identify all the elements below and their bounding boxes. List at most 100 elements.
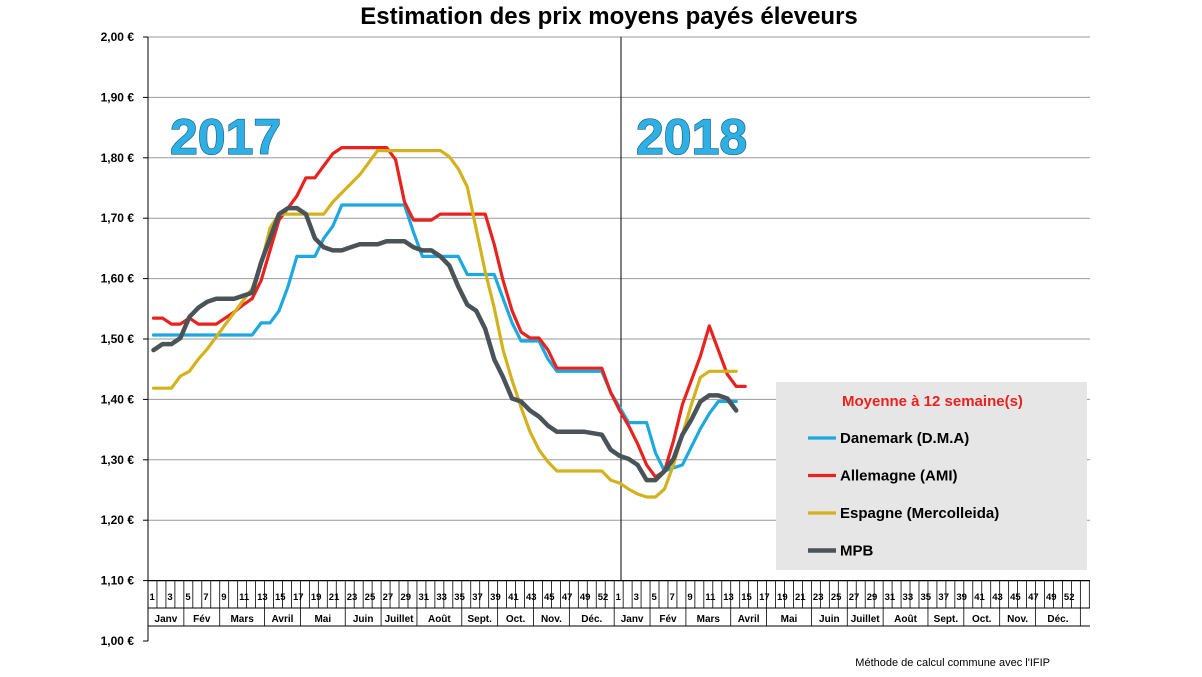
week-tick-label: 21	[795, 592, 806, 603]
y-tick-label: 1,50 €	[101, 332, 135, 346]
week-tick-label: 3	[167, 592, 172, 603]
month-label: Août	[894, 614, 917, 625]
month-label: Avril	[272, 614, 294, 625]
week-tick-label: 21	[329, 592, 340, 603]
month-label: Fév	[193, 614, 211, 625]
month-label: Juillet	[385, 614, 415, 625]
week-tick-label: 45	[1010, 592, 1021, 603]
week-tick-label: 27	[849, 592, 860, 603]
month-label: Fév	[659, 614, 677, 625]
legend-label: Espagne (Mercolleida)	[840, 505, 999, 522]
y-tick-label: 1,20 €	[101, 513, 135, 527]
series-line-3	[151, 149, 738, 499]
week-tick-label: 15	[741, 592, 752, 603]
year-label-2017: 2017	[170, 109, 281, 165]
week-tick-label: 37	[938, 592, 949, 603]
week-tick-label: 39	[956, 592, 967, 603]
month-label: Nov.	[541, 614, 562, 625]
week-tick-label: 37	[472, 592, 483, 603]
week-tick-label: 49	[1046, 592, 1057, 603]
week-tick-label: 9	[687, 592, 692, 603]
month-label: Déc.	[581, 614, 602, 625]
week-tick-label: 19	[311, 592, 322, 603]
month-label: Juin	[819, 614, 840, 625]
week-tick-label: 41	[508, 592, 519, 603]
y-tick-label: 1,60 €	[101, 272, 135, 286]
week-tick-label: 7	[669, 592, 674, 603]
week-tick-label: 49	[580, 592, 591, 603]
week-tick-label: 19	[777, 592, 788, 603]
week-tick-label: 1	[150, 592, 156, 603]
legend-title: Moyenne à 12 semaine(s)	[842, 393, 1023, 410]
legend-label: Danemark (D.M.A)	[840, 430, 969, 447]
legend-label: MPB	[840, 543, 874, 560]
month-label: Mars	[697, 614, 721, 625]
month-label: Mars	[230, 614, 254, 625]
week-tick-label: 13	[257, 592, 268, 603]
month-label: Mai	[781, 614, 798, 625]
month-label: Oct.	[972, 614, 992, 625]
week-tick-label: 33	[436, 592, 447, 603]
week-tick-label: 1	[616, 592, 622, 603]
week-tick-label: 7	[203, 592, 208, 603]
week-tick-label: 5	[185, 592, 191, 603]
week-tick-label: 31	[885, 592, 896, 603]
week-tick-label: 23	[813, 592, 824, 603]
week-tick-label: 3	[634, 592, 639, 603]
week-tick-label: 52	[598, 592, 609, 603]
week-tick-label: 25	[365, 592, 376, 603]
week-tick-label: 23	[347, 592, 358, 603]
y-axis-tick-labels: 2,00 € 1,90 € 1,80 € 1,70 € 1,60 € 1,50 € 1,40…	[101, 30, 135, 648]
y-tick-label: 1,80 €	[101, 151, 135, 165]
week-tick-label: 27	[383, 592, 394, 603]
month-label: Sept.	[467, 614, 492, 625]
week-tick-label: 13	[723, 592, 734, 603]
month-label: Nov.	[1007, 614, 1028, 625]
week-tick-label: 17	[759, 592, 770, 603]
week-tick-label: 15	[275, 592, 286, 603]
y-tick-label: 1,00 €	[101, 634, 135, 648]
week-tick-label: 47	[1028, 592, 1039, 603]
week-tick-label: 5	[652, 592, 658, 603]
week-tick-label: 25	[831, 592, 842, 603]
week-tick-label: 47	[562, 592, 573, 603]
week-tick-label: 35	[454, 592, 465, 603]
y-tick-label: 1,70 €	[101, 211, 135, 225]
series-lines	[151, 146, 747, 499]
y-tick-label: 1,40 €	[101, 392, 135, 406]
month-label: Janv	[155, 614, 178, 625]
week-tick-label: 41	[974, 592, 985, 603]
month-label: Oct.	[506, 614, 526, 625]
month-label: Janv	[621, 614, 644, 625]
week-tick-label: 11	[705, 592, 716, 603]
week-tick-label: 29	[867, 592, 878, 603]
y-tick-label: 1,90 €	[101, 90, 135, 104]
month-label: Août	[428, 614, 451, 625]
week-tick-label: 35	[920, 592, 931, 603]
month-label: Mai	[314, 614, 331, 625]
chart-title: Estimation des prix moyens payés éleveur…	[360, 3, 858, 30]
week-tick-label: 11	[239, 592, 250, 603]
week-tick-label: 43	[992, 592, 1003, 603]
month-label: Avril	[738, 614, 760, 625]
week-tick-label: 31	[418, 592, 429, 603]
month-label: Juillet	[851, 614, 881, 625]
week-tick-label: 43	[526, 592, 537, 603]
legend-entries: Danemark (D.M.A) Allemagne (AMI) Espagne (…	[808, 430, 999, 560]
year-label-2018: 2018	[636, 109, 747, 165]
series-line-1	[151, 203, 738, 473]
y-tick-label: 1,30 €	[101, 453, 135, 467]
week-tick-label: 29	[401, 592, 412, 603]
footnote: Méthode de calcul commune avec l'IFIP	[855, 657, 1050, 669]
y-tick-label: 2,00 €	[101, 30, 135, 44]
y-tick-label: 1,10 €	[101, 574, 135, 588]
series-line-4	[151, 205, 739, 483]
week-tick-label: 9	[221, 592, 226, 603]
week-tick-label: 52	[1064, 592, 1075, 603]
week-tick-label: 17	[293, 592, 304, 603]
month-label: Juin	[353, 614, 374, 625]
legend-label: Allemagne (AMI)	[840, 468, 958, 485]
week-tick-label: 33	[903, 592, 914, 603]
week-tick-label: 39	[490, 592, 501, 603]
